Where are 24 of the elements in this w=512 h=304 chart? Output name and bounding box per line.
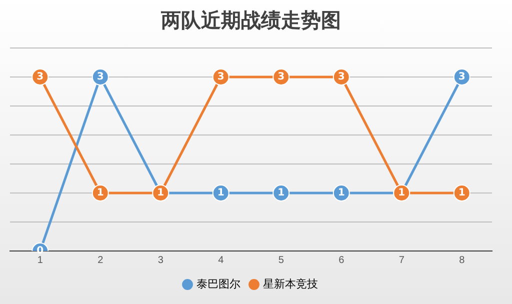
data-label: 1 [338,188,345,199]
data-label: 3 [217,72,224,83]
data-label: 1 [157,188,164,199]
data-label: 3 [96,72,104,83]
x-tick-label: 6 [338,254,345,266]
x-tick-label: 5 [278,254,284,266]
x-tick-label: 2 [98,254,104,266]
data-label: 1 [278,188,285,199]
data-label: 3 [278,72,285,83]
x-tick-label: 1 [37,254,44,266]
x-tick-label: 4 [218,254,224,266]
data-label: 1 [398,188,406,199]
data-label: 3 [458,72,466,83]
legend-label: 星新本竞技 [263,277,318,290]
data-label: 1 [217,188,224,199]
data-label: 1 [458,188,466,199]
data-label: 1 [96,188,104,199]
chart-title: 两队近期战绩走势图 [160,8,341,32]
data-label: 3 [338,72,345,83]
x-tick-label: 8 [459,254,466,266]
data-label: 3 [36,72,44,83]
x-tick-label: 7 [398,254,405,266]
x-tick-label: 3 [158,254,164,266]
legend-label: 泰巴图尔 [196,277,240,290]
